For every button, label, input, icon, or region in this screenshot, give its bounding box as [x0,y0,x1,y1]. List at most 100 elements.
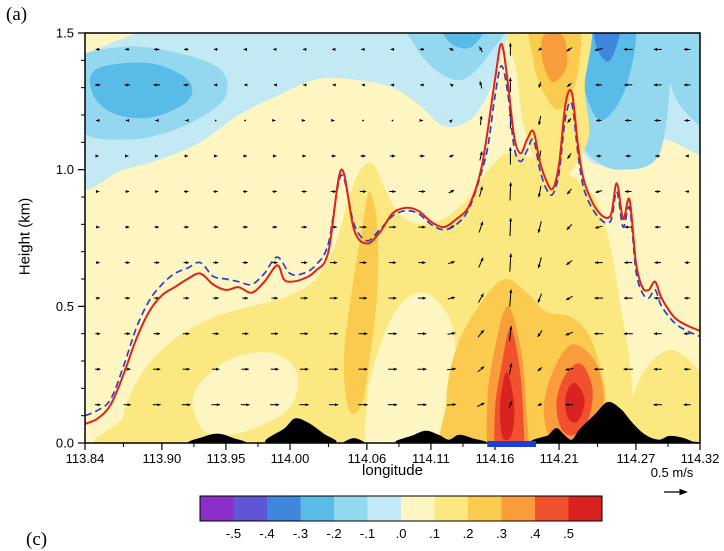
wind-vector-head [654,296,658,300]
wind-vector-head [272,118,276,122]
wind-vector-head [154,154,159,158]
terrain-hill-0 [188,433,246,443]
wind-vector-head [685,225,689,229]
wind-vector-head [303,83,307,87]
wind-vector-head [361,83,365,87]
wind-vector-head [333,261,338,265]
colorbar-label: .2 [463,526,474,541]
wind-vector-head [275,332,279,336]
plot-border [84,32,701,444]
wind-vector-head [566,261,570,265]
wind-vector-head [96,225,100,229]
wind-vector-head [683,83,688,87]
wind-vector-head [332,83,336,87]
colorbar-label: -.3 [293,526,308,541]
wind-vector-head [155,225,159,229]
wind-vector-head [623,367,627,371]
wind-vector-head [215,332,219,336]
wind-vector-head [245,367,249,371]
wind-vector-head [302,154,306,158]
wind-vector-dot [214,119,217,122]
wind-vector-head [420,83,424,87]
wind-vector-head [537,264,541,268]
x-tick-label: 114.21 [540,451,579,466]
colorbar-cell [535,496,569,521]
wind-vector-head [154,47,158,51]
reference-vector-label: 0.5 m/s [650,465,694,480]
wind-vector-head [304,332,309,336]
wind-vector-head [624,83,628,87]
wind-vector-head [625,154,629,158]
wind-vector-head [508,77,512,81]
y-axis-title: Height (km) [16,197,34,276]
wind-vectors [94,43,691,409]
contour-region-cyan-far-right [665,33,700,127]
contour-region-pale-patch-mid [364,292,457,443]
wind-vector-head [155,190,159,194]
wind-vector-head [95,83,99,87]
wind-vector-head [423,367,427,371]
wind-vector-head [537,333,541,337]
wind-vector-head [683,47,688,51]
wind-vector-head [480,221,484,226]
colorbar-cell [501,496,535,521]
x-tick-label: 114.32 [681,451,720,466]
wind-vector-head [126,296,130,300]
wind-vector-head [423,332,427,336]
wind-vector-head [654,118,658,122]
wind-vector-head [450,84,454,88]
wind-vector-head [566,297,570,300]
wind-vector-head [451,296,455,300]
wind-vector-head [419,47,424,51]
wind-vector-head [479,116,483,120]
wind-vector-dot [362,119,364,122]
wind-vector-head [126,225,130,229]
wind-vector-head [95,154,99,158]
wind-vector-head [393,332,397,336]
wind-vector-head [538,121,542,125]
colorbar-cell [334,496,368,521]
blue-dashed-line [85,64,700,417]
wind-vector-head [245,332,249,336]
red-solid-line [85,42,700,425]
x-tick-label: 114.11 [412,451,450,466]
wind-vector-head [305,403,309,407]
wind-vector-head [683,332,688,336]
wind-vector-head [509,253,513,257]
wind-vector-head [244,261,248,265]
wind-vector-head [364,403,368,407]
wind-vector-head [303,190,307,194]
wind-vector-head [537,193,541,198]
contour-region-blue-top-right-core2 [593,33,621,62]
wind-vector-head [215,296,219,300]
wind-vector-head [479,81,483,85]
y-tick-label: 1.0 [56,162,74,177]
wind-vector-head [450,190,455,193]
wind-vector-head [653,367,657,371]
colorbar-label: -.5 [226,526,241,541]
wind-vector-head [304,261,308,265]
wind-vector-head [392,154,396,158]
wind-vector-head [214,154,218,158]
wind-vector-head [332,154,336,158]
wind-vector-head [595,83,599,87]
wind-vector-head [596,154,600,158]
wind-vector-head [243,47,247,51]
wind-vector-head [509,289,513,293]
wind-vector-head [480,293,484,298]
colorbar-cell [367,496,401,521]
colorbar-cell [267,496,301,521]
wind-vector-head [683,403,687,407]
wind-vector-head [303,47,307,51]
wind-vector-head [594,48,599,52]
wind-vector-head [685,190,689,194]
wind-vector-head [479,46,483,51]
wind-vector-head [126,261,130,265]
wind-vector-head [363,190,367,194]
wind-vector-head [625,190,629,194]
wind-vector-dot [391,119,394,122]
wind-vector-head [184,47,188,51]
contour-region-cyan-top-right-core [576,33,636,121]
terrain-silhouette [188,401,700,443]
